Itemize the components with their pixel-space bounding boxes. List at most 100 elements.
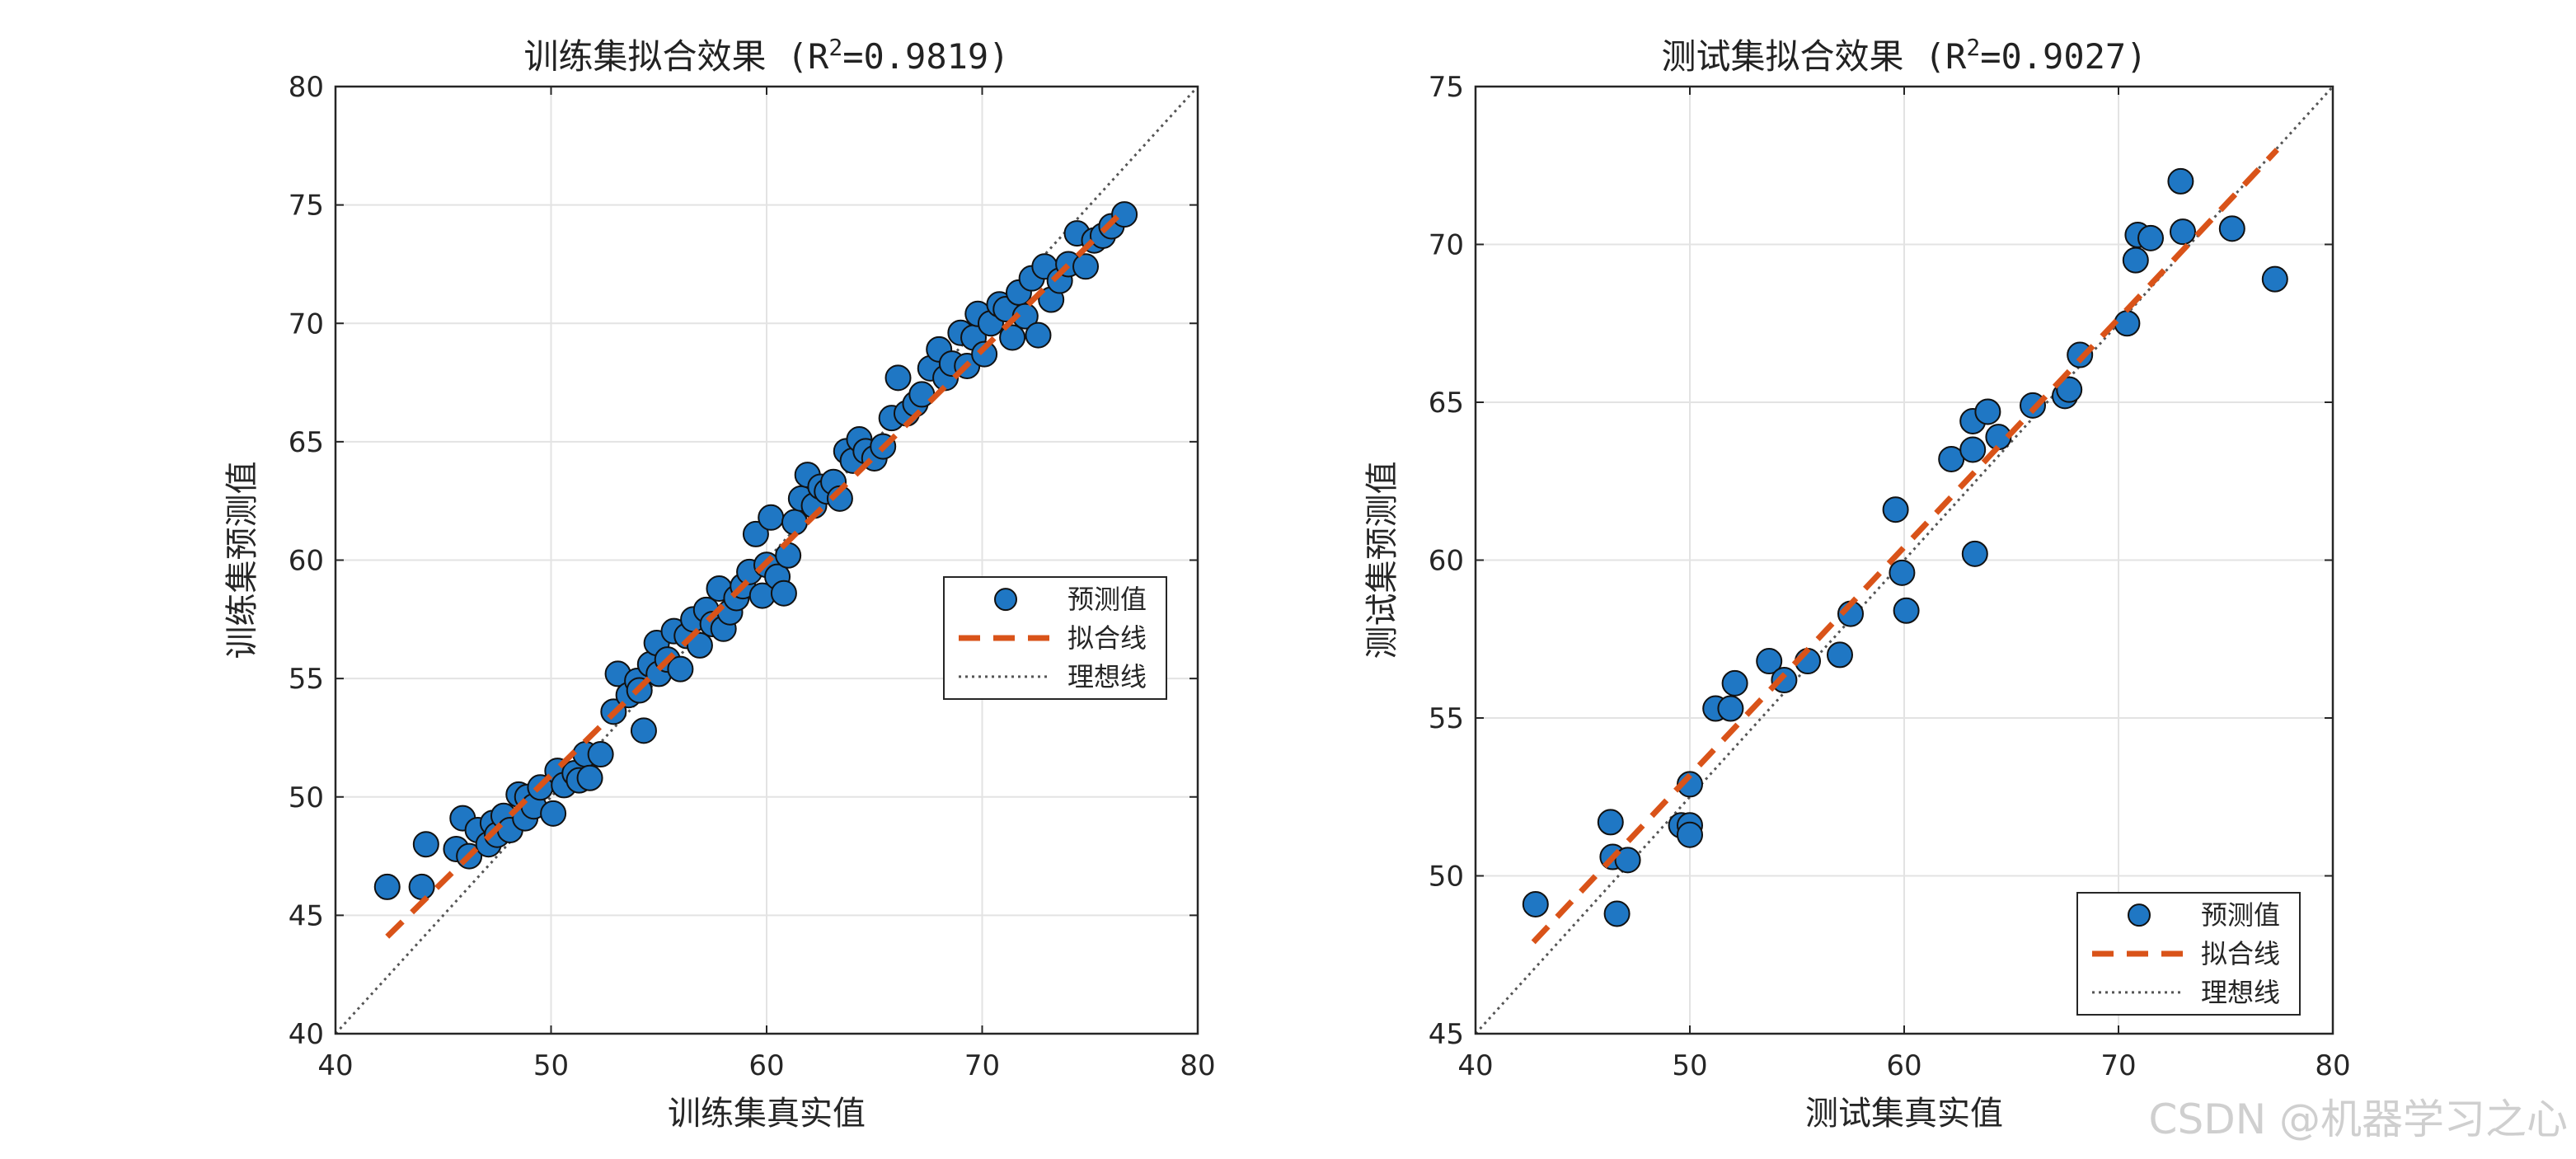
y-tick-label: 65 bbox=[1429, 387, 1464, 420]
data-point bbox=[770, 580, 797, 607]
data-point bbox=[1111, 201, 1138, 228]
x-tick-label: 40 bbox=[1457, 1049, 1493, 1082]
chart-title-superscript: 2 bbox=[1966, 34, 1980, 61]
data-point bbox=[1756, 648, 1783, 675]
x-tick-label: 70 bbox=[964, 1049, 1000, 1082]
legend-marker-icon bbox=[994, 588, 1017, 612]
y-tick-label: 75 bbox=[1429, 71, 1464, 104]
data-point bbox=[2067, 341, 2094, 368]
data-point bbox=[2114, 310, 2141, 337]
data-point bbox=[999, 324, 1026, 351]
x-tick-label: 60 bbox=[748, 1049, 784, 1082]
x-tick-label: 40 bbox=[317, 1049, 353, 1082]
data-point bbox=[2167, 167, 2194, 195]
data-point bbox=[667, 655, 694, 683]
y-tick-label: 65 bbox=[289, 426, 324, 459]
data-point bbox=[1959, 436, 1987, 463]
y-tick-label: 60 bbox=[1429, 545, 1464, 578]
data-point bbox=[1025, 321, 1052, 349]
train-chart: 40 50 60 70 80 40 45 50 55 60 65 70 75 80 训练集拟合效果 (R2=… bbox=[223, 34, 1216, 1133]
x-tick-label: 50 bbox=[533, 1049, 569, 1082]
y-tick-label: 60 bbox=[289, 545, 324, 578]
chart-title-tail: =0.9819) bbox=[842, 36, 1009, 77]
legend-label-points: 预测值 bbox=[1067, 584, 1147, 615]
legend-box bbox=[943, 576, 1167, 700]
y-tick-label: 80 bbox=[289, 71, 324, 104]
y-axis-label: 测试集预测值 bbox=[1363, 462, 1401, 659]
y-axis-label: 训练集预测值 bbox=[223, 462, 261, 659]
x-tick-label: 60 bbox=[1886, 1049, 1921, 1082]
data-point bbox=[2056, 376, 2083, 403]
y-tick-label: 55 bbox=[1429, 702, 1464, 735]
chart-title-superscript: 2 bbox=[828, 34, 842, 61]
data-point bbox=[576, 764, 603, 791]
data-point bbox=[1717, 695, 1744, 722]
legend-label-ideal: 理想线 bbox=[1067, 661, 1147, 692]
y-tick-label: 40 bbox=[289, 1018, 324, 1051]
y-tick-label: 45 bbox=[1429, 1018, 1464, 1051]
watermark: CSDN @机器学习之心 bbox=[2149, 1096, 2568, 1143]
legend-label-fit: 拟合线 bbox=[1067, 622, 1147, 654]
data-point bbox=[758, 504, 785, 531]
data-point bbox=[971, 340, 998, 368]
data-point bbox=[630, 717, 657, 744]
ideal-line bbox=[1476, 87, 2333, 1034]
y-tick-label: 50 bbox=[289, 781, 324, 814]
data-point bbox=[686, 631, 713, 659]
data-point bbox=[2261, 265, 2288, 293]
y-tick-label: 75 bbox=[289, 190, 324, 223]
data-point bbox=[1721, 669, 1748, 697]
data-point bbox=[2218, 215, 2245, 242]
y-tick-label: 70 bbox=[1429, 229, 1464, 262]
data-point bbox=[2170, 218, 2196, 246]
data-point bbox=[1889, 559, 1916, 586]
data-point bbox=[1072, 253, 1100, 280]
chart-title: 测试集拟合效果 (R2=0.9027) bbox=[1661, 34, 2147, 77]
data-point bbox=[742, 520, 769, 547]
data-point bbox=[412, 831, 439, 858]
legend-label-points: 预测值 bbox=[2201, 899, 2280, 931]
chart-title-tail: =0.9027) bbox=[1980, 36, 2147, 77]
data-point bbox=[1882, 496, 1909, 523]
data-point bbox=[373, 873, 401, 900]
data-point bbox=[1893, 597, 1920, 624]
x-tick-label: 80 bbox=[2315, 1049, 2350, 1082]
chart-title: 训练集拟合效果 (R2=0.9819) bbox=[523, 34, 1009, 77]
x-tick-label: 70 bbox=[2100, 1049, 2136, 1082]
data-point bbox=[1614, 847, 1641, 874]
fit-line bbox=[1531, 148, 2279, 945]
x-tick-label: 80 bbox=[1180, 1049, 1215, 1082]
data-point bbox=[775, 542, 802, 569]
x-axis-label: 训练集真实值 bbox=[668, 1095, 866, 1133]
data-point bbox=[1603, 900, 1631, 927]
legend-box bbox=[2076, 892, 2301, 1016]
data-point bbox=[908, 381, 936, 408]
data-point bbox=[1597, 809, 1624, 836]
y-tick-label: 45 bbox=[289, 899, 324, 932]
data-point bbox=[1974, 398, 2001, 425]
data-point bbox=[2122, 246, 2149, 274]
data-point bbox=[1522, 890, 1549, 917]
y-tick-label: 70 bbox=[289, 307, 324, 340]
data-point bbox=[1677, 821, 1703, 848]
legend-marker-icon bbox=[2128, 903, 2151, 927]
test-chart: 40 50 60 70 80 45 50 55 60 65 70 75 测试集拟合效果 (R2=0.90… bbox=[1363, 34, 2351, 1133]
chart-title-main: 测试集拟合效果 (R bbox=[1661, 36, 1967, 77]
legend-label-fit: 拟合线 bbox=[2201, 938, 2280, 969]
data-point bbox=[408, 873, 435, 900]
legend-label-ideal: 理想线 bbox=[2201, 977, 2280, 1008]
data-point bbox=[587, 741, 614, 768]
data-point bbox=[1827, 641, 1853, 669]
x-tick-label: 50 bbox=[1672, 1049, 1707, 1082]
x-axis-label: 测试集真实值 bbox=[1805, 1095, 2003, 1133]
chart-title-main: 训练集拟合效果 (R bbox=[523, 36, 829, 77]
data-point bbox=[884, 364, 912, 392]
data-point bbox=[1961, 540, 1988, 567]
data-point bbox=[1771, 667, 1798, 694]
data-point bbox=[2137, 224, 2164, 251]
y-tick-label: 55 bbox=[289, 663, 324, 696]
y-tick-label: 50 bbox=[1429, 861, 1464, 894]
